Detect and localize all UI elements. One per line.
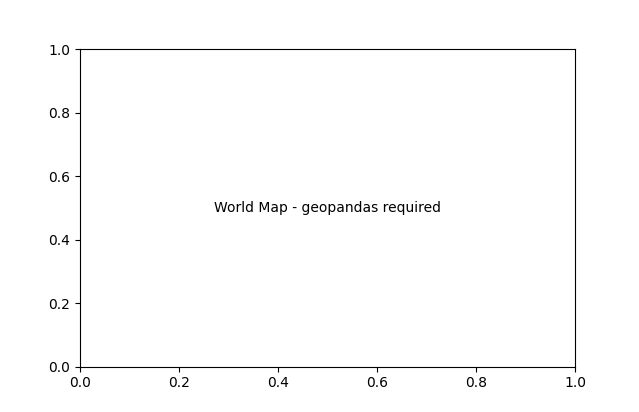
Text: World Map - geopandas required: World Map - geopandas required <box>214 201 441 215</box>
